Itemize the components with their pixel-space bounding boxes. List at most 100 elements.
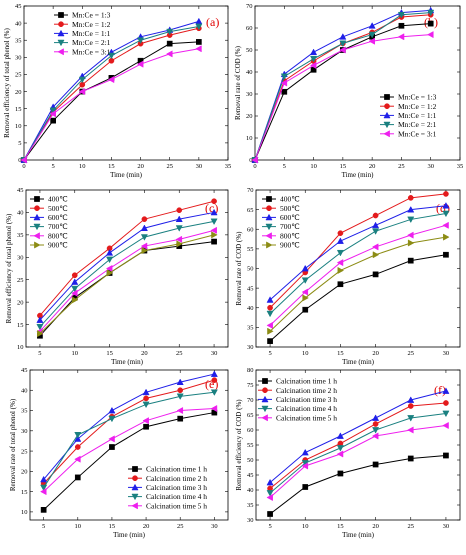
y-tick-label: 20	[15, 89, 22, 96]
x-tick-label: 30	[443, 523, 450, 530]
series-line	[269, 213, 447, 315]
data-point	[74, 474, 81, 481]
data-point	[266, 310, 274, 318]
legend-marker	[58, 12, 64, 18]
legend-marker	[131, 493, 139, 501]
data-point	[74, 455, 81, 463]
series-2	[251, 6, 435, 163]
x-tick-label: 5	[52, 163, 55, 170]
data-point	[166, 40, 173, 47]
data-point	[443, 251, 449, 258]
series-2	[266, 387, 450, 486]
data-point	[302, 484, 309, 490]
data-point	[177, 415, 184, 422]
x-tick-label: 25	[408, 523, 415, 530]
y-tick-label: 25	[21, 448, 28, 455]
x-tick-label: 20	[137, 163, 144, 170]
series-4	[20, 45, 202, 164]
y-tick-label: 10	[21, 509, 28, 516]
y-tick-label: 15	[21, 489, 28, 496]
legend-marker	[34, 196, 40, 202]
series-4	[251, 31, 434, 164]
y-tick-label: 30	[247, 344, 254, 351]
x-tick-label: 10	[302, 350, 309, 357]
series-5	[37, 231, 218, 338]
series-3	[40, 389, 218, 492]
data-point	[40, 507, 47, 513]
data-point	[443, 452, 449, 459]
series-line	[269, 236, 447, 332]
legend-marker	[383, 121, 391, 129]
series-line	[23, 26, 199, 161]
series-0	[40, 409, 218, 513]
legend-label: Mn:Ce = 1:1	[398, 111, 437, 120]
data-point	[211, 198, 217, 205]
data-point	[397, 11, 405, 19]
series-0	[267, 251, 449, 344]
data-point	[251, 156, 258, 164]
x-tick-label: 25	[177, 523, 184, 530]
data-point	[40, 488, 47, 496]
data-point	[336, 432, 344, 439]
data-point	[372, 271, 379, 278]
data-point	[398, 22, 405, 29]
x-tick-label: 30	[196, 163, 203, 170]
x-tick-label: 30	[211, 523, 218, 530]
series-0	[37, 238, 217, 339]
data-point	[175, 215, 183, 223]
legend-label: 500℃	[280, 204, 300, 213]
data-point	[368, 31, 376, 39]
y-axis-title: Removal rate of COD (%)	[235, 231, 243, 306]
x-tick-label: 5	[42, 523, 45, 530]
data-point	[427, 20, 434, 27]
x-tick-label: 20	[143, 523, 150, 530]
y-tick-label: 30	[21, 428, 28, 435]
data-point	[372, 414, 380, 421]
data-point	[71, 285, 79, 293]
data-point	[71, 278, 79, 285]
data-point	[210, 404, 218, 413]
series-1	[37, 198, 217, 319]
data-point	[143, 423, 149, 430]
series-3	[266, 210, 450, 318]
data-point	[336, 259, 344, 267]
legend: Mn:Ce = 1:3Mn:Ce = 1:2Mn:Ce = 1:1Mn:Ce =…	[380, 93, 437, 138]
series-0	[267, 452, 449, 517]
data-point	[407, 257, 414, 264]
x-tick-label: 15	[337, 523, 344, 530]
series-2	[36, 208, 218, 323]
plot-frame	[29, 369, 229, 521]
legend-marker	[261, 395, 269, 403]
legend-label: Mn:Ce = 1:3	[72, 11, 111, 20]
y-tick-label: 50	[247, 266, 254, 273]
series-2	[40, 370, 218, 483]
series-line	[269, 205, 446, 301]
legend-label: Mn:Ce = 1:3	[398, 93, 437, 102]
y-tick-label: 20	[17, 299, 24, 306]
panel-letter: (a)	[206, 15, 219, 29]
data-point	[142, 417, 149, 425]
plot-frame	[254, 5, 461, 161]
x-axis-title: Time (min)	[113, 531, 145, 539]
data-point	[407, 195, 414, 201]
data-point	[427, 31, 434, 39]
legend-label: Calcination time 1 h	[146, 465, 207, 474]
data-point	[71, 289, 78, 297]
y-tick-label: 80	[247, 367, 254, 374]
series-2	[20, 17, 203, 163]
y-tick-label: 35	[247, 502, 254, 509]
data-point	[141, 216, 148, 223]
data-point	[301, 462, 309, 470]
x-tick-label: 25	[408, 350, 415, 357]
series-line	[269, 425, 446, 498]
panel-letter: (f)	[434, 383, 446, 397]
series-4	[266, 221, 449, 329]
data-point	[267, 511, 273, 517]
data-point	[177, 387, 184, 394]
data-point	[37, 330, 44, 338]
y-tick-label: 40	[15, 20, 22, 27]
data-point	[176, 393, 184, 400]
data-point	[137, 37, 145, 44]
legend-label: 700℃	[48, 222, 68, 231]
